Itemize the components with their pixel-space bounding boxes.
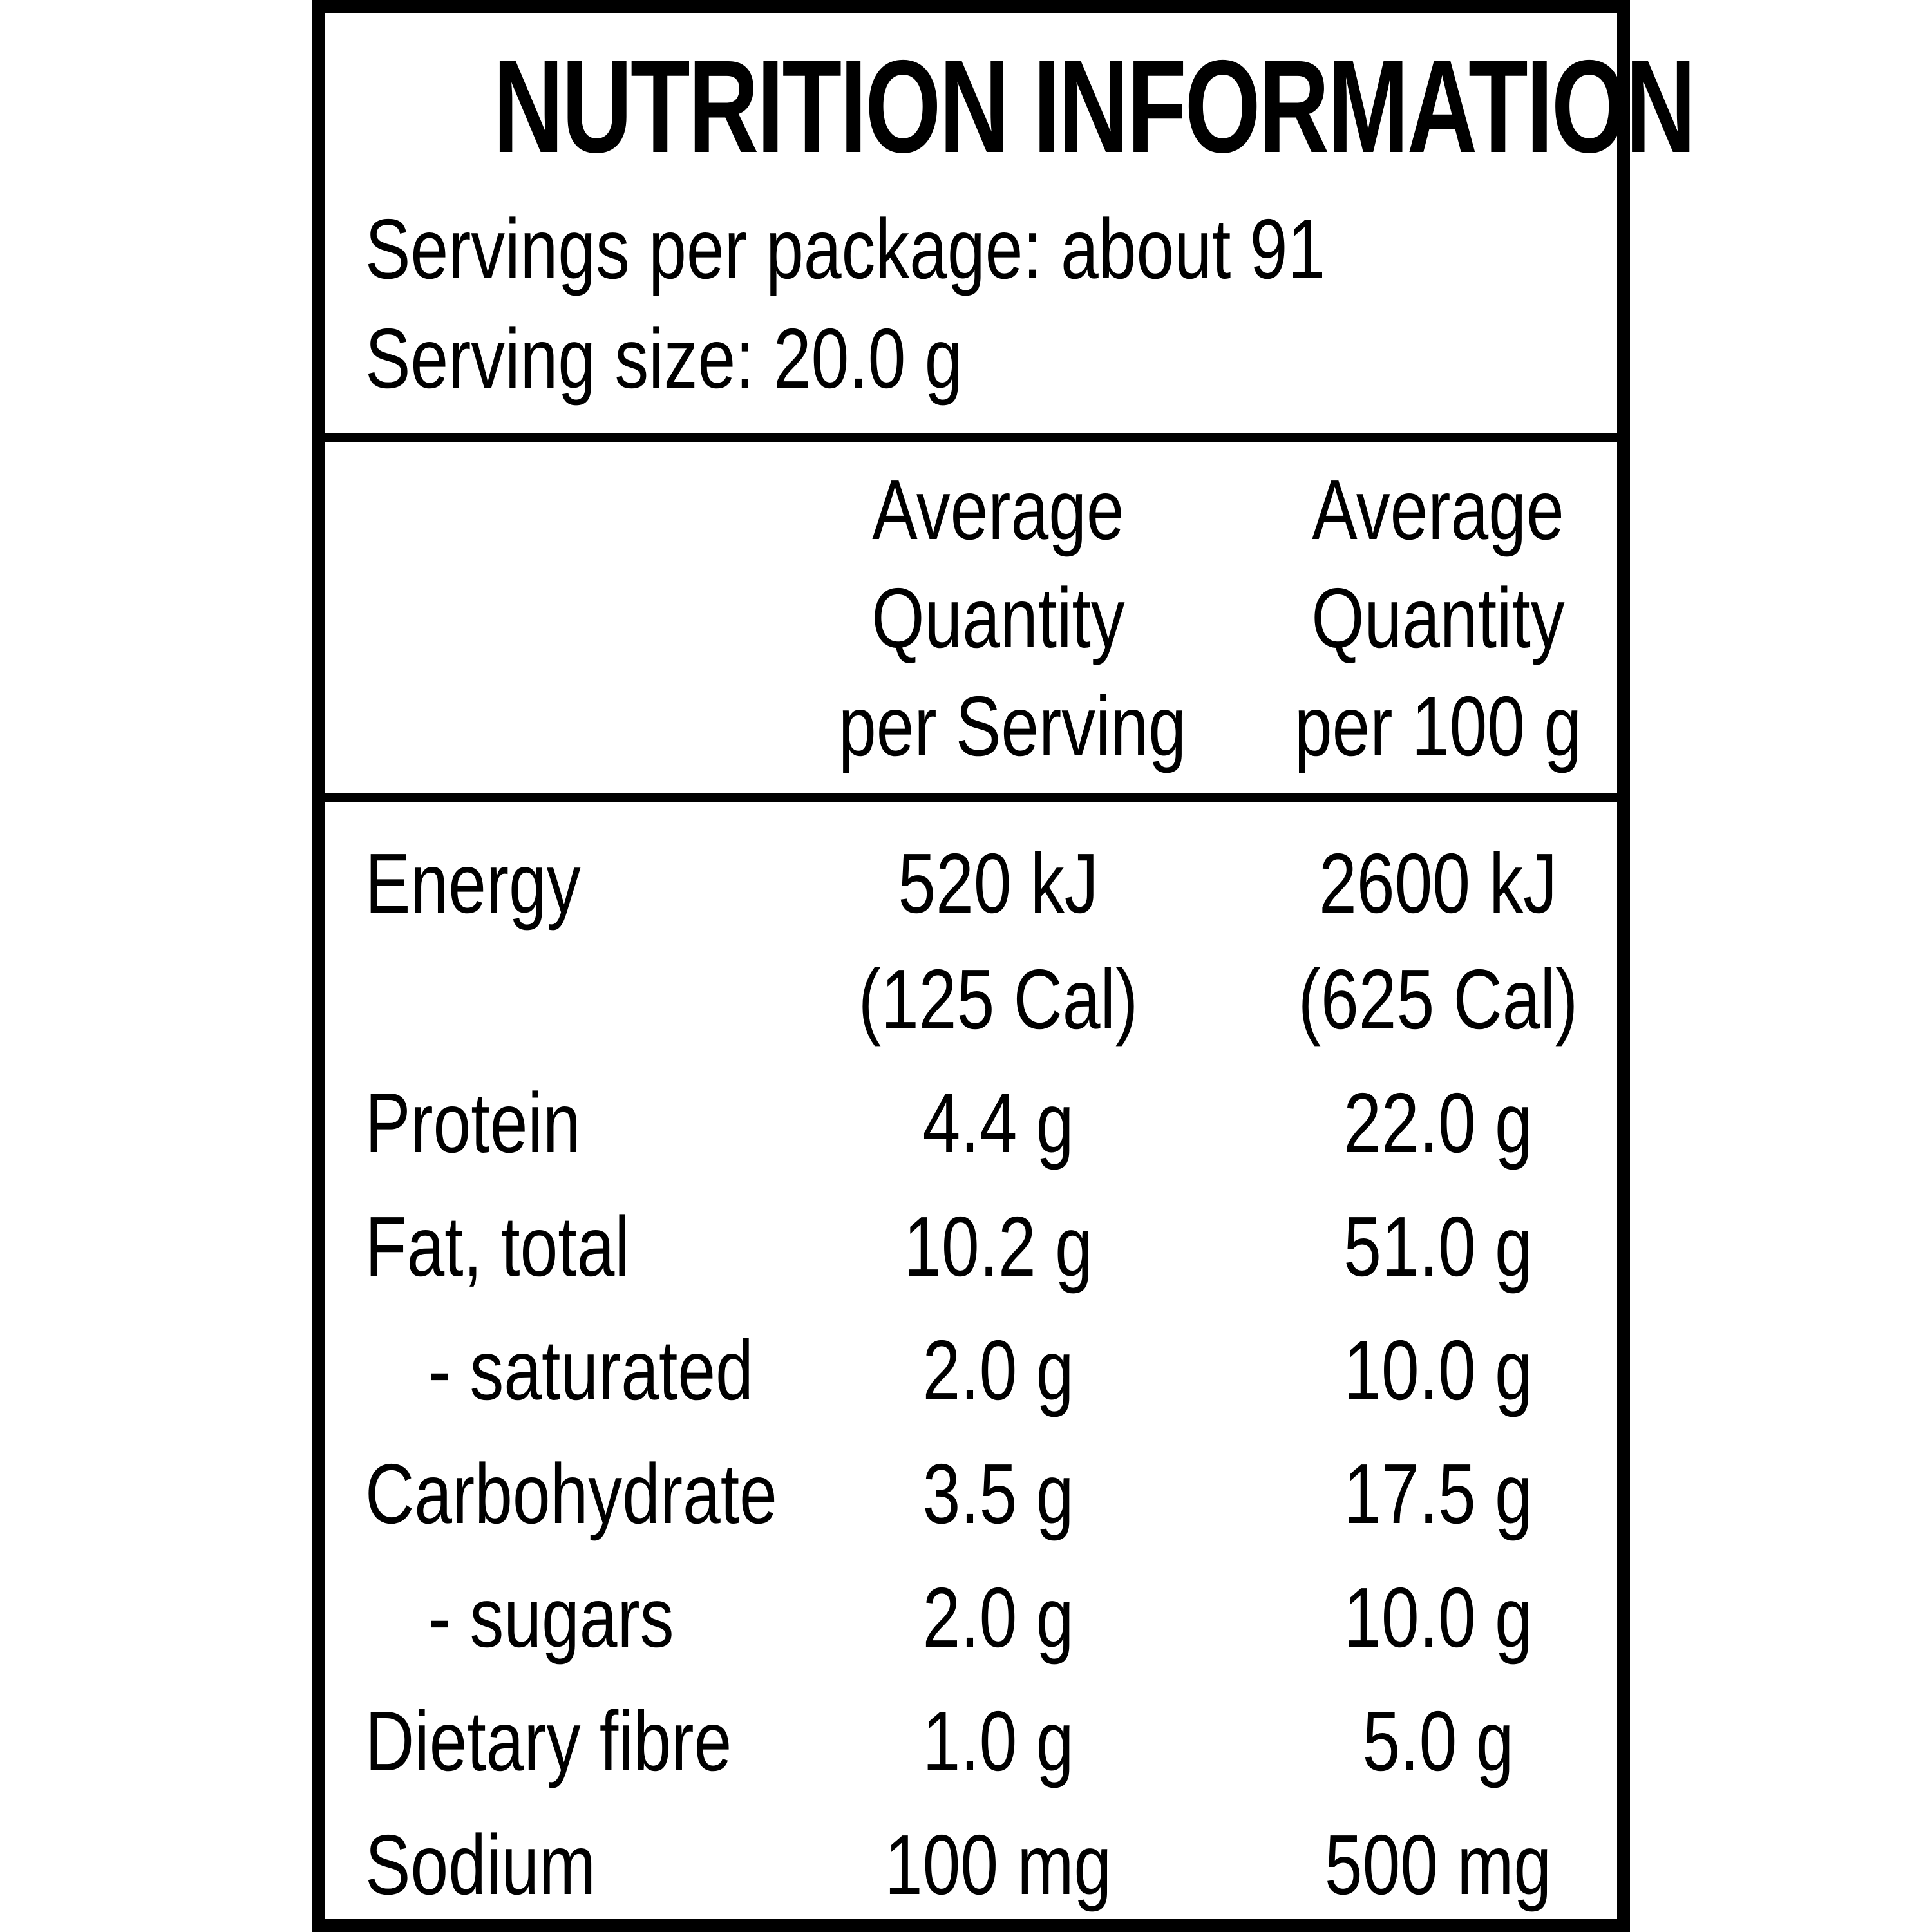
per-serving-value: 3.5 g bbox=[922, 1446, 1074, 1541]
nutrient-label: Energy bbox=[365, 836, 581, 931]
nutrient-row-protein: Protein 4.4 g 22.0 g bbox=[325, 1065, 1617, 1189]
nutrient-row-saturated: - saturated 2.0 g 10.0 g bbox=[325, 1312, 1617, 1436]
energy-cal-serving: (125 Cal) bbox=[858, 952, 1139, 1046]
per-serving-value: 10.2 g bbox=[904, 1199, 1093, 1294]
per-100g-value: 17.5 g bbox=[1343, 1446, 1533, 1541]
nutrient-row-carbohydrate: Carbohydrate 3.5 g 17.5 g bbox=[325, 1436, 1617, 1560]
servings-per-package: Servings per package: about 91 bbox=[365, 202, 1326, 296]
energy-kj-100g: 2600 kJ bbox=[1319, 836, 1557, 931]
nutrition-panel: NUTRITION INFORMATION Servings per packa… bbox=[312, 0, 1696, 1932]
nutrient-label: - sugars bbox=[428, 1570, 674, 1665]
per-100g-value: 22.0 g bbox=[1343, 1075, 1533, 1170]
per-100g-value: 5.0 g bbox=[1362, 1694, 1514, 1788]
nutrient-row-fat-total: Fat, total 10.2 g 51.0 g bbox=[325, 1189, 1617, 1312]
column-header-line: per Serving bbox=[838, 679, 1187, 773]
nutrient-label: Fat, total bbox=[365, 1199, 630, 1294]
nutrient-label: Protein bbox=[365, 1075, 581, 1170]
column-header-per-serving: Average Quantity per Serving bbox=[838, 456, 1187, 781]
nutrient-label: Sodium bbox=[365, 1817, 596, 1912]
nutrient-table: Energy 520 kJ (125 Cal) 2600 kJ (625 Cal… bbox=[325, 826, 1617, 1931]
nutrient-row-sugars: - sugars 2.0 g 10.0 g bbox=[325, 1560, 1617, 1683]
column-header-line: Quantity bbox=[1311, 571, 1565, 665]
column-header-line: Quantity bbox=[871, 571, 1125, 665]
nutrient-label: Dietary fibre bbox=[365, 1694, 732, 1788]
per-100g-value: 500 mg bbox=[1324, 1817, 1552, 1912]
per-100g-value: 10.0 g bbox=[1343, 1323, 1533, 1417]
energy-cal-100g: (625 Cal) bbox=[1298, 952, 1578, 1046]
serving-size: Serving size: 20.0 g bbox=[365, 311, 963, 406]
nutrient-row-energy: Energy 520 kJ (125 Cal) 2600 kJ (625 Cal… bbox=[325, 826, 1617, 1065]
per-100g-value: 2600 kJ (625 Cal) bbox=[1278, 826, 1598, 1057]
table-divider bbox=[325, 793, 1617, 802]
per-serving-value: 520 kJ (125 Cal) bbox=[838, 826, 1158, 1057]
nutrient-row-dietary-fibre: Dietary fibre 1.0 g 5.0 g bbox=[325, 1683, 1617, 1807]
energy-kj-serving: 520 kJ bbox=[898, 836, 1099, 931]
per-serving-value: 4.4 g bbox=[922, 1075, 1074, 1170]
column-header-line: Average bbox=[872, 462, 1124, 557]
nutrient-label: - saturated bbox=[428, 1323, 753, 1417]
column-header-per-100g: Average Quantity per 100 g bbox=[1278, 456, 1598, 781]
nutrient-row-sodium: Sodium 100 mg 500 mg bbox=[325, 1807, 1617, 1931]
panel-title: NUTRITION INFORMATION bbox=[493, 33, 1696, 180]
per-100g-value: 10.0 g bbox=[1343, 1570, 1533, 1665]
per-serving-value: 100 mg bbox=[884, 1817, 1112, 1912]
nutrient-label: Carbohydrate bbox=[365, 1446, 777, 1541]
per-serving-value: 2.0 g bbox=[922, 1323, 1074, 1417]
per-serving-value: 1.0 g bbox=[922, 1694, 1074, 1788]
column-header-line: Average bbox=[1312, 462, 1564, 557]
column-header-line: per 100 g bbox=[1294, 679, 1582, 773]
per-serving-value: 2.0 g bbox=[922, 1570, 1074, 1665]
per-100g-value: 51.0 g bbox=[1343, 1199, 1533, 1294]
header-divider bbox=[325, 433, 1617, 442]
